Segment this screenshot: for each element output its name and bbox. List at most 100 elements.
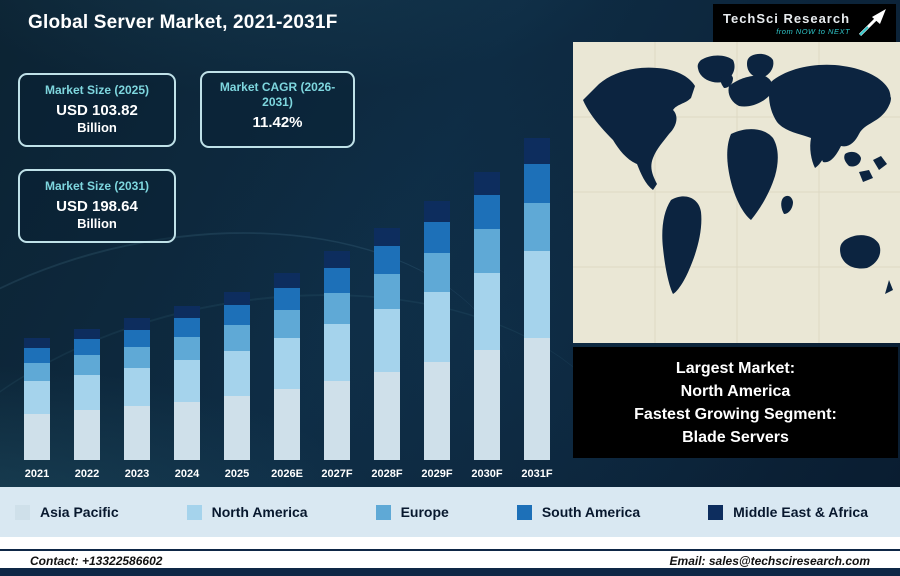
- bar-segment-asia-pacific: [324, 380, 350, 460]
- caption-largest-market-label: Largest Market:: [675, 360, 796, 377]
- x-axis-label-2024: 2024: [174, 468, 200, 480]
- bar-segment-north-america: [524, 251, 550, 338]
- bar-segment-south-america: [224, 305, 250, 326]
- footer-bottom-bar: [0, 568, 900, 576]
- bar-segment-europe: [124, 346, 150, 368]
- footer-email: Email: sales@techsciresearch.com: [669, 554, 870, 568]
- bar-segment-north-america: [24, 381, 50, 414]
- stat-label: Market CAGR (2026-2031): [219, 80, 336, 109]
- island-uk: [720, 73, 733, 88]
- brand-text: TechSci Research from NOW to NEXT: [723, 11, 850, 36]
- bar-2031f: [524, 138, 550, 460]
- stat-market-cagr: Market CAGR (2026-2031) 11.42%: [200, 71, 355, 148]
- bar-group-2021: 2021: [12, 120, 62, 480]
- region-se-asia: [844, 151, 861, 167]
- brand-logo: TechSci Research from NOW to NEXT: [713, 4, 896, 42]
- x-axis-label-2027f: 2027F: [321, 468, 353, 480]
- bar-segment-europe: [274, 310, 300, 339]
- footer-divider: [0, 549, 900, 551]
- bar-segment-asia-pacific: [124, 406, 150, 460]
- bar-segment-north-america: [324, 324, 350, 381]
- legend-label-asia-pacific: Asia Pacific: [40, 504, 119, 520]
- region-scandinavia: [747, 53, 774, 78]
- bar-segment-europe: [374, 274, 400, 309]
- footer: Contact: +13322586602 Email: sales@techs…: [0, 537, 900, 576]
- continent-australia: [840, 235, 881, 269]
- bar-segment-middle-east-africa: [424, 201, 450, 222]
- bar-segment-north-america: [374, 308, 400, 372]
- brand-tagline: from NOW to NEXT: [776, 26, 851, 36]
- x-axis-label-2030f: 2030F: [471, 468, 503, 480]
- bar-segment-south-america: [274, 287, 300, 311]
- bar-segment-south-america: [74, 339, 100, 355]
- bar-segment-south-america: [124, 329, 150, 347]
- bar-segment-middle-east-africa: [324, 251, 350, 269]
- bar-2024: [174, 306, 200, 460]
- legend-swatch-south-america: [516, 504, 532, 520]
- bar-segment-asia-pacific: [224, 396, 250, 460]
- legend-item-europe: Europe: [375, 504, 449, 520]
- map-continents: [583, 53, 893, 294]
- world-map: [573, 42, 900, 343]
- bar-2021: [24, 338, 50, 460]
- brand-name: TechSci Research: [723, 10, 851, 26]
- bar-segment-europe: [24, 362, 50, 382]
- legend-swatch-europe: [375, 504, 391, 520]
- stat-market-size-2031: Market Size (2031) USD 198.64 Billion: [18, 169, 176, 243]
- legend-label-south-america: South America: [541, 504, 641, 520]
- bar-segment-middle-east-africa: [174, 306, 200, 319]
- bar-2029f: [424, 201, 450, 460]
- bar-group-2024: 2024: [162, 120, 212, 480]
- bar-segment-north-america: [224, 350, 250, 396]
- world-map-svg: [573, 42, 900, 343]
- bar-segment-middle-east-africa: [124, 318, 150, 330]
- stat-value: 11.42%: [252, 114, 303, 131]
- bar-group-2028f: 2028F: [362, 120, 412, 480]
- stat-unit: Billion: [77, 120, 117, 135]
- bar-segment-europe: [424, 252, 450, 292]
- footer-contact: Contact: +13322586602: [30, 554, 163, 568]
- legend-item-south-america: South America: [516, 504, 641, 520]
- legend-swatch-middle-east-africa: [708, 504, 724, 520]
- x-axis-label-2028f: 2028F: [371, 468, 403, 480]
- legend-swatch-north-america: [186, 504, 202, 520]
- island-japan: [878, 93, 891, 110]
- island-new-zealand: [885, 280, 893, 294]
- stat-unit: Billion: [77, 216, 117, 231]
- island-indonesia: [859, 170, 873, 182]
- bar-segment-north-america: [424, 291, 450, 362]
- page-title: Global Server Market, 2021-2031F: [28, 12, 338, 33]
- bar-segment-europe: [224, 325, 250, 351]
- bar-2022: [74, 328, 100, 460]
- x-axis-label-2021: 2021: [24, 468, 50, 480]
- bar-segment-middle-east-africa: [224, 291, 250, 306]
- bar-segment-south-america: [174, 318, 200, 337]
- stat-label: Market Size (2031): [44, 179, 150, 193]
- bar-segment-asia-pacific: [174, 401, 200, 460]
- bar-segment-middle-east-africa: [24, 338, 50, 349]
- bar-segment-europe: [324, 293, 350, 325]
- continent-north-america: [583, 67, 695, 190]
- bar-2030f: [474, 171, 500, 460]
- legend-label-middle-east-africa: Middle East & Africa: [733, 504, 868, 520]
- bar-segment-south-america: [324, 268, 350, 294]
- logo-arrow-icon: [858, 9, 887, 37]
- x-axis-label-2023: 2023: [124, 468, 150, 480]
- bar-segment-north-america: [124, 367, 150, 407]
- bar-segment-europe: [174, 336, 200, 361]
- bar-segment-south-america: [374, 246, 400, 275]
- continent-asia: [769, 64, 891, 163]
- bar-group-2026e: 2026E: [262, 120, 312, 480]
- stat-value: USD 198.64: [56, 198, 138, 215]
- bar-segment-middle-east-africa: [474, 171, 500, 195]
- x-axis-label-2031f: 2031F: [521, 468, 553, 480]
- x-axis-label-2026e: 2026E: [271, 468, 303, 480]
- bar-group-2023: 2023: [112, 120, 162, 480]
- bar-segment-asia-pacific: [424, 361, 450, 460]
- bar-group-2031f: 2031F: [512, 120, 562, 480]
- caption-largest-market-value: North America: [680, 383, 791, 400]
- bar-group-2022: 2022: [62, 120, 112, 480]
- stacked-bar-chart: 2021 2022 2023 2024 2025 2026E 2027F 2028F 2029F…: [12, 120, 562, 480]
- bar-segment-asia-pacific: [374, 371, 400, 460]
